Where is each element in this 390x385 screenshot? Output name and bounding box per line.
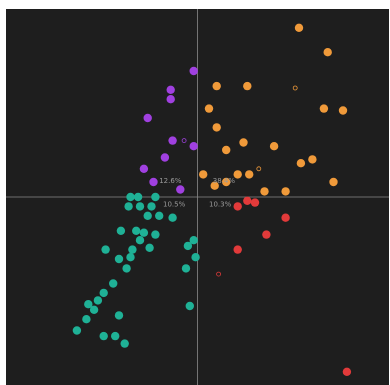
data-point [120,339,129,348]
data-point [243,196,252,205]
data-point [250,198,260,207]
data-point [124,202,133,211]
data-point [204,104,214,113]
data-point [189,236,198,245]
data-point [116,226,126,235]
data-point [233,202,242,211]
data-point [189,66,198,76]
data-point [114,311,124,320]
data-point [149,177,158,187]
data-point [181,138,187,144]
data-point [245,170,254,179]
data-point [191,253,200,262]
data-point [216,271,222,277]
data-point [151,230,160,239]
data-point [72,326,82,335]
data-point [308,155,317,164]
data-point [89,305,99,314]
data-point [135,202,145,211]
data-point [133,192,143,202]
percentage-label: 38.4% [213,177,236,185]
data-point [111,331,120,341]
data-point [166,85,175,95]
data-point [212,123,221,132]
data-point [147,202,156,211]
data-point [338,106,348,115]
data-point [233,245,242,254]
data-point [292,85,298,91]
data-point [256,166,262,172]
data-point [166,95,175,104]
data-point [210,181,219,190]
data-point [160,153,170,162]
data-point [233,170,242,179]
data-point [319,104,329,113]
data-point [143,211,152,220]
data-point [99,288,108,298]
data-point [126,253,135,262]
data-point [155,211,164,220]
data-point [114,254,124,264]
data-point [189,142,198,151]
data-point [99,331,108,341]
data-point [329,177,338,187]
data-point [323,48,332,57]
data-point [212,81,221,91]
data-point [168,213,177,222]
data-points [72,23,352,376]
data-point [199,170,208,179]
data-point [82,315,91,324]
data-point [281,187,290,196]
data-point [168,136,177,145]
data-point [143,113,152,123]
data-point [126,192,135,202]
data-point [176,185,185,194]
percentage-labels: 12.6% 38.4% 10.5% 10.3% [159,177,235,209]
data-point [342,367,352,376]
data-point [239,138,248,147]
data-point [281,213,290,222]
data-point [84,300,93,309]
data-point [222,145,231,155]
data-point [145,243,154,252]
data-point [185,301,194,311]
data-point [181,264,191,273]
data-point [183,241,193,251]
data-point [122,264,131,273]
percentage-label: 12.6% [159,177,182,185]
data-point [93,296,103,305]
data-point [139,164,149,173]
data-point [135,236,145,245]
data-point [139,228,149,237]
data-point [151,192,160,202]
data-point [269,142,279,151]
data-point [294,23,304,32]
percentage-label: 10.3% [209,200,232,208]
data-point [243,81,252,91]
data-point [132,226,141,235]
percentage-label: 10.5% [163,200,186,208]
data-point [260,187,269,196]
data-point [296,159,306,168]
scatter-plot: 12.6% 38.4% 10.5% 10.3% [6,9,389,385]
data-point [101,245,110,254]
data-point [222,177,231,187]
data-point [109,279,118,288]
data-point [128,245,137,254]
data-point [262,230,271,239]
